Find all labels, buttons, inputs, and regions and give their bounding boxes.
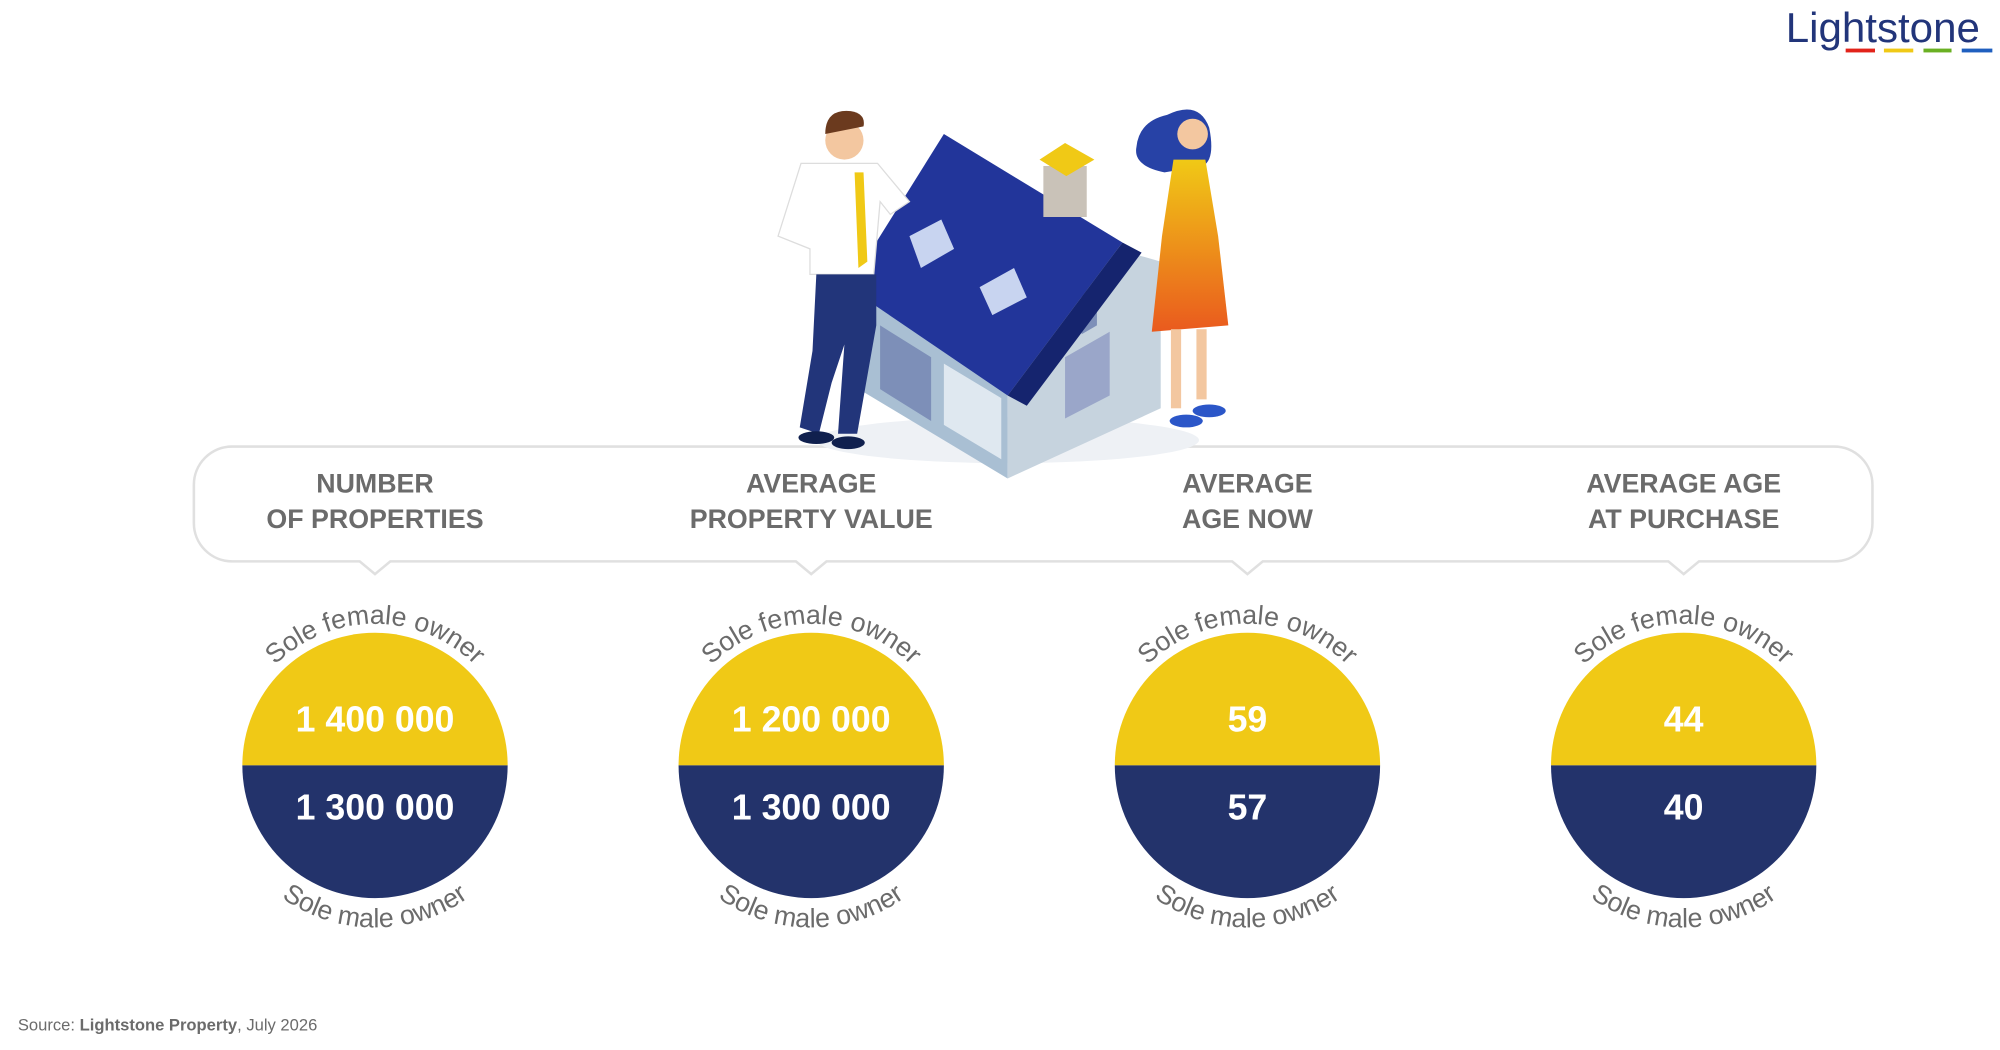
female-half <box>1551 632 1817 766</box>
female-half <box>1114 632 1381 766</box>
female-value: 59 <box>1228 700 1268 740</box>
column-title: AVERAGE <box>746 468 876 498</box>
female-half <box>242 632 508 766</box>
logo-underline <box>1845 48 1993 53</box>
male-value: 1 300 000 <box>732 788 891 828</box>
female-value: 1 200 000 <box>732 700 891 740</box>
male-half <box>678 765 944 899</box>
male-value: 1 300 000 <box>296 788 455 828</box>
male-value: 40 <box>1664 788 1704 828</box>
source: Source: Lightstone Property, July 2026 <box>18 1016 317 1035</box>
source-prefix: Source: <box>18 1016 80 1035</box>
column-title: NUMBER <box>316 468 433 498</box>
female-value: 1 400 000 <box>296 700 455 740</box>
column-title: OF PROPERTIES <box>266 504 483 534</box>
header-bubble <box>192 445 1874 576</box>
column-title: AGE NOW <box>1182 504 1314 534</box>
column-title: AT PURCHASE <box>1588 504 1779 534</box>
male-value: 57 <box>1228 788 1268 828</box>
female-half <box>678 632 944 766</box>
column-title: PROPERTY VALUE <box>690 504 933 534</box>
source-date: , July 2026 <box>237 1016 317 1035</box>
female-value: 44 <box>1664 700 1704 740</box>
male-half <box>1114 765 1381 899</box>
illustration <box>777 109 1229 479</box>
column-title: AVERAGE <box>1182 468 1312 498</box>
logo: Lightstone <box>1786 4 1980 51</box>
column-title: AVERAGE AGE <box>1586 468 1781 498</box>
male-half <box>1551 765 1817 899</box>
source-publisher: Lightstone Property <box>80 1016 238 1035</box>
male-half <box>242 765 508 899</box>
